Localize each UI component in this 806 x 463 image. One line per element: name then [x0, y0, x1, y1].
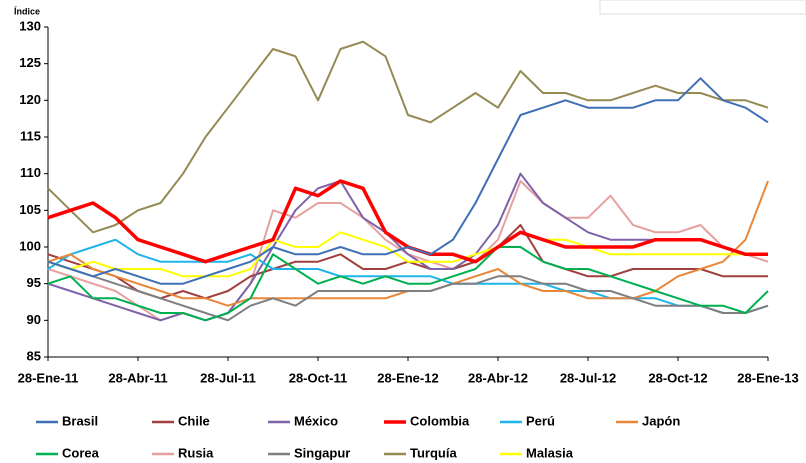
series-line — [47, 180, 769, 307]
series-line — [47, 172, 768, 322]
x-tick-label: 28-Jul-12 — [560, 370, 616, 385]
y-tick-label: 95 — [27, 275, 41, 290]
legend-label: Corea — [62, 445, 100, 460]
y-tick-label: 120 — [19, 92, 41, 107]
series-line — [47, 77, 769, 285]
series-line — [47, 238, 769, 314]
series-line — [47, 40, 769, 234]
y-tick-label: 105 — [19, 202, 41, 217]
y-tick-label: 115 — [20, 128, 41, 143]
legend-label: Malasia — [526, 445, 574, 460]
legend-label: Colombia — [410, 413, 470, 428]
series-line — [47, 260, 769, 322]
x-tick-label: 28-Oct-12 — [648, 370, 707, 385]
x-tick-label: 28-Oct-11 — [289, 370, 348, 385]
frame — [599, 0, 806, 15]
y-tick-label: 110 — [20, 165, 41, 180]
y-tick-label: 125 — [19, 55, 41, 70]
x-tick-label: 28-Jul-11 — [200, 370, 256, 385]
legend-label: Rusia — [178, 445, 214, 460]
legend-label: Perú — [526, 413, 555, 428]
legend-label: Chile — [178, 413, 210, 428]
legend-label: Turquía — [410, 445, 457, 460]
y-tick-label: 85 — [27, 348, 41, 363]
y-tick-label: 90 — [27, 312, 41, 327]
legend-label: Brasil — [62, 413, 98, 428]
legend-label: México — [294, 413, 338, 428]
series-line — [47, 246, 769, 322]
legend-label: Singapur — [294, 445, 350, 460]
y-axis-label: Índice — [14, 6, 40, 16]
x-tick-label: 28-Abr-11 — [108, 370, 167, 385]
x-tick-label: 28-Ene-12 — [377, 370, 438, 385]
x-tick-label: 28-Ene-13 — [737, 370, 798, 385]
y-tick-label: 100 — [19, 238, 41, 253]
series-line — [47, 231, 768, 278]
x-tick-label: 28-Ene-11 — [18, 370, 79, 385]
y-tick-label: 130 — [19, 18, 41, 33]
x-tick-label: 28-Abr-12 — [468, 370, 528, 385]
series-line — [47, 179, 768, 264]
legend-label: Japón — [642, 413, 680, 428]
